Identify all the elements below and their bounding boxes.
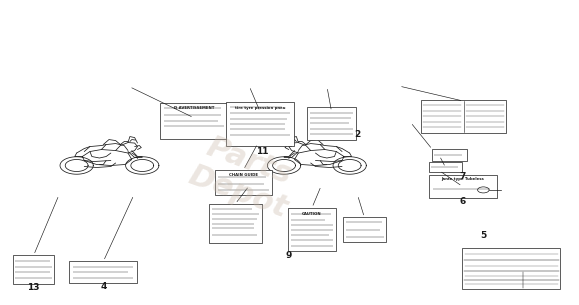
Text: tire tyre pression pneu: tire tyre pression pneu (235, 106, 285, 110)
Text: Jante type Tubeless: Jante type Tubeless (442, 178, 484, 181)
Text: 9: 9 (285, 251, 292, 260)
Bar (226, 102, 294, 146)
Bar (421, 100, 506, 133)
Text: 6: 6 (460, 197, 466, 206)
Bar (209, 204, 262, 243)
Text: CAUTION: CAUTION (302, 212, 322, 216)
Text: 11: 11 (256, 147, 269, 156)
Text: CHAIN GUIDE: CHAIN GUIDE (229, 173, 258, 177)
Bar (69, 261, 137, 283)
Text: D AVERTISSEMENT: D AVERTISSEMENT (174, 106, 214, 110)
Bar (215, 170, 272, 195)
Bar (433, 149, 467, 161)
Bar (429, 163, 463, 172)
Text: 7: 7 (459, 172, 466, 181)
Text: 2: 2 (354, 131, 361, 139)
Bar (463, 248, 560, 289)
Text: 4: 4 (100, 282, 107, 292)
Text: 13: 13 (27, 283, 39, 292)
Bar (13, 255, 54, 284)
Bar (343, 217, 386, 242)
Text: Parts
Depot: Parts Depot (184, 130, 303, 224)
Bar (288, 208, 336, 251)
Bar (160, 103, 228, 139)
Bar (429, 175, 497, 198)
Bar (307, 106, 356, 140)
Text: 5: 5 (481, 231, 487, 240)
